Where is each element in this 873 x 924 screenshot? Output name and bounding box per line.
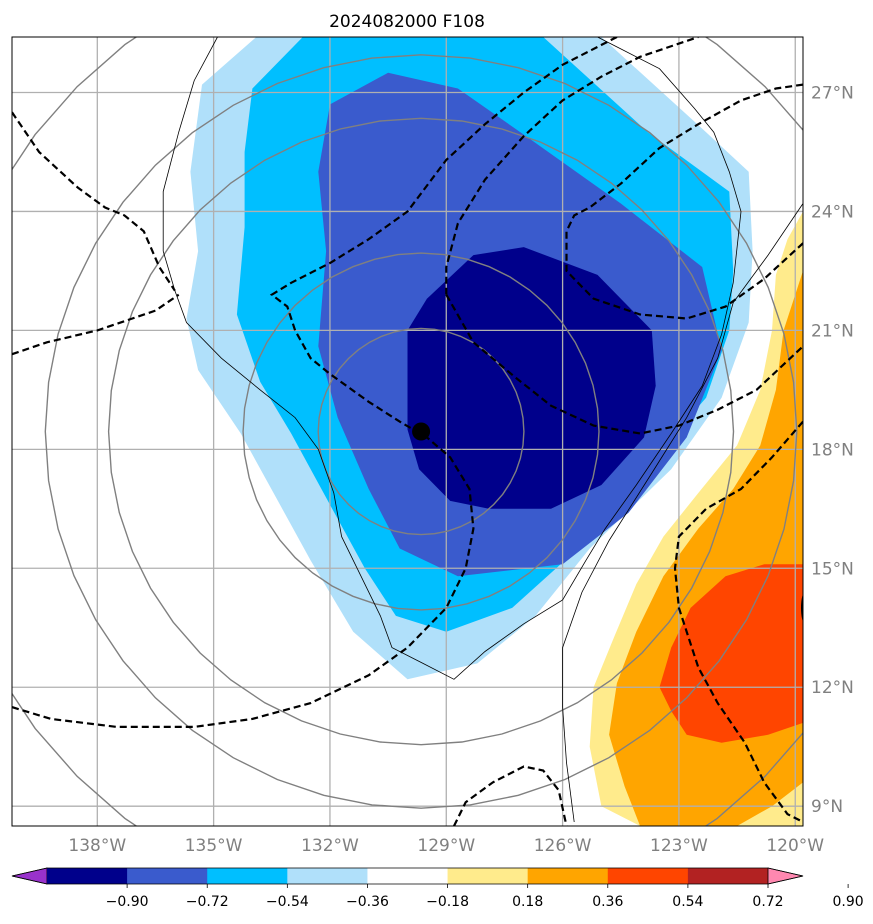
chart-title: 2024082000 F108 — [329, 12, 485, 32]
x-tick-label: 129°W — [417, 836, 475, 856]
thin-contour — [562, 203, 803, 823]
dashed-contour — [12, 111, 176, 292]
dashed-contour — [565, 83, 803, 320]
colorbar-extend-low — [11, 867, 48, 885]
y-tick-label: 21°N — [811, 321, 854, 341]
y-tick-label: 18°N — [811, 440, 854, 460]
dashed-contour — [445, 37, 699, 295]
thin-contour-layer — [162, 37, 803, 823]
y-tick-label: 12°N — [811, 678, 854, 698]
x-tick-label: 132°W — [301, 836, 359, 856]
colorbar-tick-label: −0.18 — [426, 894, 469, 910]
colorbar-tick-label: −0.72 — [186, 894, 229, 910]
colorbar-tick-label: 0.54 — [672, 894, 703, 910]
negative-fill-m0p72 — [407, 247, 656, 509]
colorbar-tick-label: −0.54 — [266, 894, 309, 910]
map-frame — [11, 36, 804, 827]
center-marker — [412, 422, 431, 441]
gray-contour — [242, 252, 600, 611]
gray-contour — [44, 54, 798, 809]
colorbar-segment — [47, 868, 128, 884]
thin-contour — [174, 37, 742, 680]
colorbar-segment — [127, 868, 208, 884]
y-axis-ticks: 27°N 24°N 21°N 18°N 15°N 12°N 9°N — [811, 84, 854, 818]
colorbar-segment — [527, 868, 609, 884]
colorbar-segment — [207, 868, 288, 884]
colorbar-segment — [287, 868, 368, 884]
colorbar-outline — [11, 867, 804, 885]
dashed-contour — [673, 420, 803, 823]
colorbar-extend-high — [767, 867, 804, 885]
y-tick-label: 27°N — [811, 84, 854, 104]
colorbar: −0.90 −0.72 −0.54 −0.36 −0.18 0.18 0.36 0.54 0.7… — [11, 867, 864, 910]
colorbar-segment — [607, 868, 689, 884]
thin-contour — [162, 37, 218, 291]
x-axis-ticks: 138°W 135°W 132°W 129°W 126°W 123°W 120°W — [68, 836, 824, 856]
colorbar-tick-label: 0.18 — [512, 894, 543, 910]
colorbar-tick-label: −0.90 — [106, 894, 149, 910]
x-tick-label: 135°W — [185, 836, 243, 856]
colorbar-tick-label: 0.72 — [752, 894, 783, 910]
y-tick-label: 24°N — [811, 202, 854, 222]
colorbar-tick-label: 0.36 — [592, 894, 623, 910]
colorbar-segment — [367, 868, 449, 884]
y-tick-label: 15°N — [811, 559, 854, 579]
y-tick-label: 9°N — [811, 797, 843, 817]
edge-marker — [801, 594, 803, 622]
x-tick-label: 123°W — [650, 836, 708, 856]
dashed-contour — [453, 765, 568, 826]
colorbar-segment — [447, 868, 529, 884]
x-tick-label: 138°W — [68, 836, 126, 856]
colorbar-tick-label: 0.90 — [833, 894, 864, 910]
gray-contour — [107, 117, 735, 746]
dashed-contour — [12, 293, 180, 356]
colorbar-tick-label: −0.36 — [346, 894, 389, 910]
dashed-contour-layer — [12, 37, 803, 826]
x-tick-label: 120°W — [766, 836, 824, 856]
dashed-contour — [445, 294, 803, 435]
dashed-contour — [12, 37, 618, 729]
positive-fill-0p54 — [659, 564, 803, 743]
colorbar-segment — [687, 868, 769, 884]
x-tick-label: 126°W — [534, 836, 592, 856]
gridlines — [12, 37, 803, 826]
